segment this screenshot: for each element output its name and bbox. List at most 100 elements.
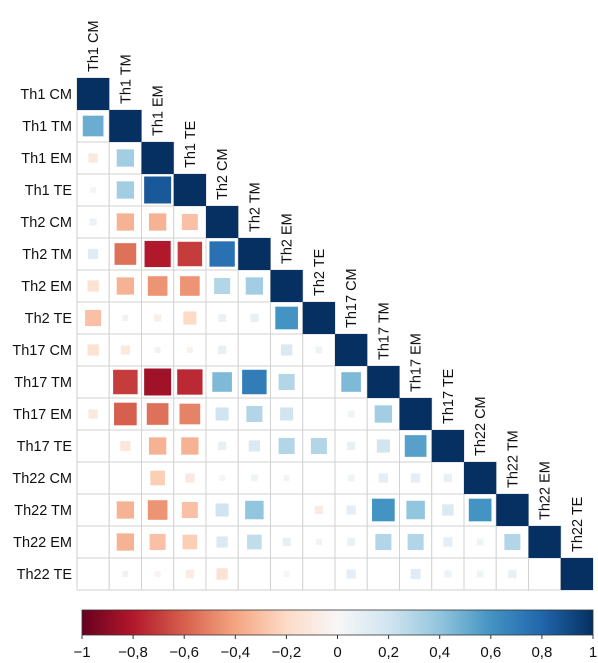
grid-cell [108, 173, 142, 207]
heatmap-cell-11-9 [376, 439, 390, 453]
heatmap-cell-7-1 [122, 315, 129, 321]
grid-cell [302, 557, 336, 591]
colorbar-tick-label: −0,2 [272, 644, 302, 661]
heatmap-cell-14-2 [149, 533, 166, 551]
row-label: Th2 CM [20, 215, 72, 231]
heatmap-cell-13-13 [496, 494, 529, 526]
column-label: Th1 TM [118, 54, 134, 104]
heatmap-cell-9-2 [144, 368, 172, 396]
heatmap-cell-7-3 [183, 311, 197, 325]
heatmap-cell-15-8 [346, 569, 356, 579]
grid-cell [270, 493, 304, 527]
column-label: Th17 EM [409, 333, 425, 392]
heatmap-cell-13-3 [181, 501, 198, 519]
heatmap-cell-14-12 [476, 538, 484, 546]
column-label: Th22 CM [473, 396, 489, 456]
column-label: Th17 TM [376, 302, 392, 360]
heatmap-cell-14-3 [182, 534, 198, 550]
colorbar [81, 609, 594, 636]
column-label: Th2 CM [215, 148, 231, 200]
heatmap-cell-4-4 [206, 206, 239, 238]
heatmap-cell-10-8 [347, 410, 355, 418]
grid-cell [237, 333, 271, 367]
heatmap-cell-7-7 [302, 302, 335, 334]
heatmap-cell-10-2 [146, 403, 169, 425]
colorbar-tick-label: 0,8 [531, 644, 552, 661]
colorbar-ticks: −1 −0,8 −0,6 −0,4 −0,2 0 0,2 0,4 0,6 0,8 1 [73, 635, 597, 661]
grid-cell [302, 461, 336, 495]
heatmap-cell-12-10 [411, 473, 421, 483]
heatmap-cell-12-12 [464, 462, 497, 494]
heatmap-cell-8-4 [217, 345, 227, 355]
heatmap-cell-5-2 [144, 240, 171, 268]
grid-cell [108, 461, 142, 495]
column-label: Th2 EM [280, 213, 296, 264]
column-labels: Th1 CM Th1 TM Th1 EM Th1 TE Th2 CM Th2 TM Th2 … [86, 20, 586, 552]
heatmap-cell-15-6 [283, 571, 290, 577]
row-label: Th17 EM [13, 407, 72, 423]
grid-cell [76, 269, 110, 303]
heatmap-cell-6-2 [147, 276, 168, 296]
heatmap-cell-13-7 [314, 505, 324, 515]
colorbar-tick-label: 0,2 [378, 644, 399, 661]
heatmap-cell-14-6 [282, 537, 291, 547]
column-label: Th2 TE [312, 248, 328, 296]
heatmap-cell-3-2 [144, 176, 172, 204]
heatmap-cell-12-9 [378, 473, 388, 483]
heatmap-cell-12-4 [219, 475, 226, 481]
heatmap-cell-2-0 [88, 153, 98, 163]
row-label: Th17 TM [14, 375, 72, 391]
heatmap-cell-9-4 [212, 372, 232, 392]
row-label: Th1 EM [21, 151, 72, 167]
heatmap-cell-12-6 [283, 475, 290, 481]
row-label: Th22 EM [13, 535, 72, 551]
row-label: Th22 CM [12, 471, 72, 487]
heatmap-cell-7-2 [154, 314, 162, 322]
heatmap-cell-5-3 [177, 241, 203, 267]
heatmap-cell-12-8 [347, 474, 355, 482]
heatmap-cell-14-4 [216, 536, 228, 548]
heatmap-cell-13-10 [406, 500, 425, 520]
heatmap-cell-5-1 [114, 243, 137, 265]
heatmap-cell-14-5 [247, 534, 262, 550]
heatmap-cell-12-2 [150, 470, 165, 486]
heatmap-cell-13-8 [346, 505, 356, 515]
heatmap-cell-13-12 [468, 498, 492, 522]
heatmap-cell-10-3 [179, 403, 201, 425]
heatmap-cell-11-6 [278, 437, 295, 455]
heatmap-cell-2-1 [116, 149, 135, 167]
heatmap-cell-6-6 [270, 270, 303, 302]
heatmap-cell-14-14 [528, 526, 561, 558]
row-label: Th17 TE [17, 439, 73, 455]
row-label: Th2 TM [22, 247, 72, 263]
heatmap-cell-6-3 [180, 276, 200, 296]
heatmap-cell-15-1 [122, 571, 129, 577]
heatmap-cell-11-11 [431, 430, 464, 462]
heatmap-cell-13-11 [442, 504, 454, 516]
heatmap-cell-4-1 [116, 213, 135, 231]
heatmap-cell-9-8 [341, 372, 361, 392]
heatmap-cell-10-5 [246, 405, 263, 423]
cell-layer [77, 78, 593, 590]
heatmap-cell-15-11 [444, 570, 452, 578]
colorbar-tick-label: −0,6 [169, 644, 199, 661]
heatmap-cell-13-4 [215, 503, 229, 517]
heatmap-cell-15-4 [216, 568, 228, 580]
heatmap-cell-7-0 [85, 309, 102, 327]
colorbar-tick-label: 1 [589, 644, 597, 661]
heatmap-cell-15-3 [185, 569, 195, 579]
row-label: Th17 CM [12, 343, 72, 359]
colorbar-gradient [81, 609, 594, 636]
heatmap-cell-10-9 [374, 405, 393, 423]
column-label: Th1 EM [151, 85, 167, 136]
heatmap-cell-15-13 [508, 569, 517, 579]
grid-cell [76, 493, 110, 527]
heatmap-cell-11-10 [404, 435, 427, 457]
column-label: Th22 TM [505, 430, 521, 488]
heatmap-cell-12-5 [251, 474, 258, 482]
row-label: Th22 TM [14, 503, 72, 519]
colorbar-tick-label: −0,4 [220, 644, 250, 661]
heatmap-cell-14-9 [375, 533, 392, 551]
colorbar-tick-label: 0 [333, 644, 341, 661]
